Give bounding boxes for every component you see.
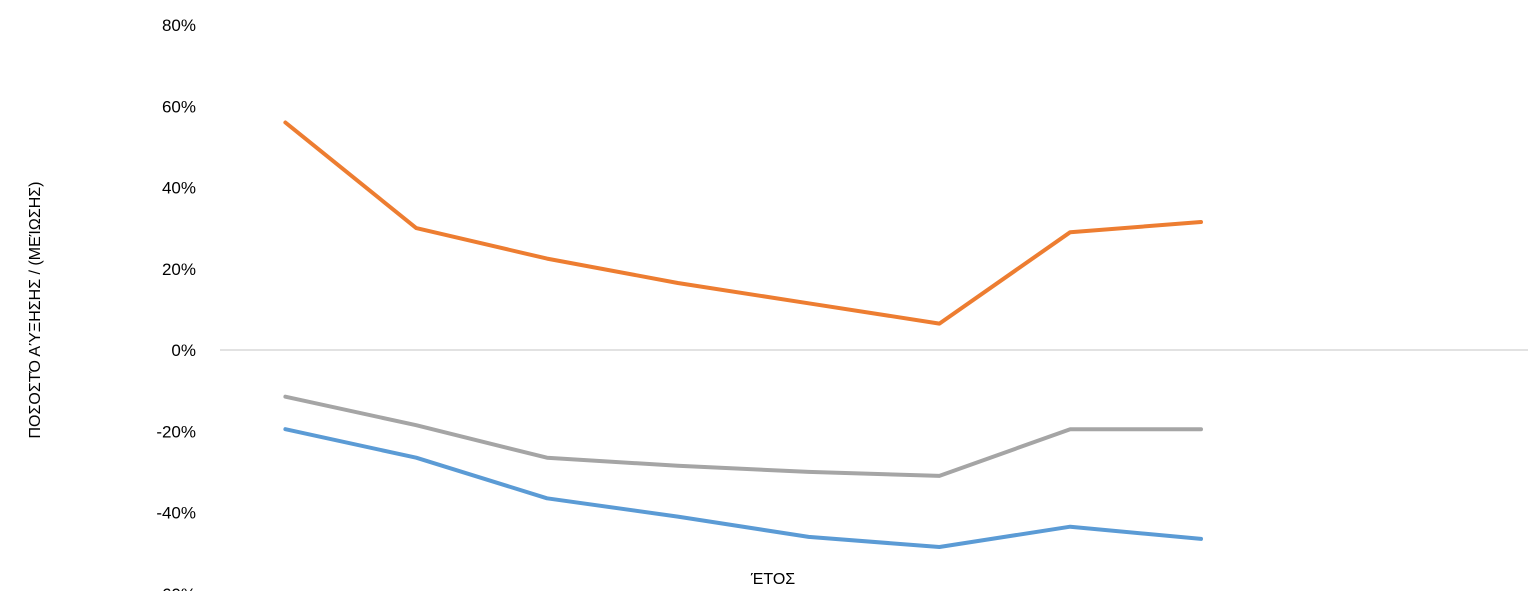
x-axis-title: ΈΤΟΣ	[750, 571, 795, 588]
y-tick-label: 60%	[162, 97, 196, 116]
y-tick-label: 40%	[162, 179, 196, 198]
y-tick-label: -20%	[156, 422, 196, 441]
y-tick-label: -40%	[156, 504, 196, 523]
y-axis-title: ΠΟΣΟΣΤΌ ΑΎΞΗΣΗΣ / (ΜΕΊΩΣΗΣ)	[27, 181, 44, 438]
series-lines	[283, 120, 1203, 549]
y-tick-label: 0%	[171, 341, 196, 360]
series-line-1	[283, 120, 1203, 326]
y-tick-label: 20%	[162, 260, 196, 279]
y-tick-label: 80%	[162, 16, 196, 35]
y-axis-tick-labels: 80% 60% 40% 20% 0% -20% -40% -60%	[156, 16, 196, 596]
series-line-3	[283, 427, 1203, 549]
series-line-2	[283, 394, 1203, 478]
y-tick-label: -60%	[156, 585, 196, 591]
